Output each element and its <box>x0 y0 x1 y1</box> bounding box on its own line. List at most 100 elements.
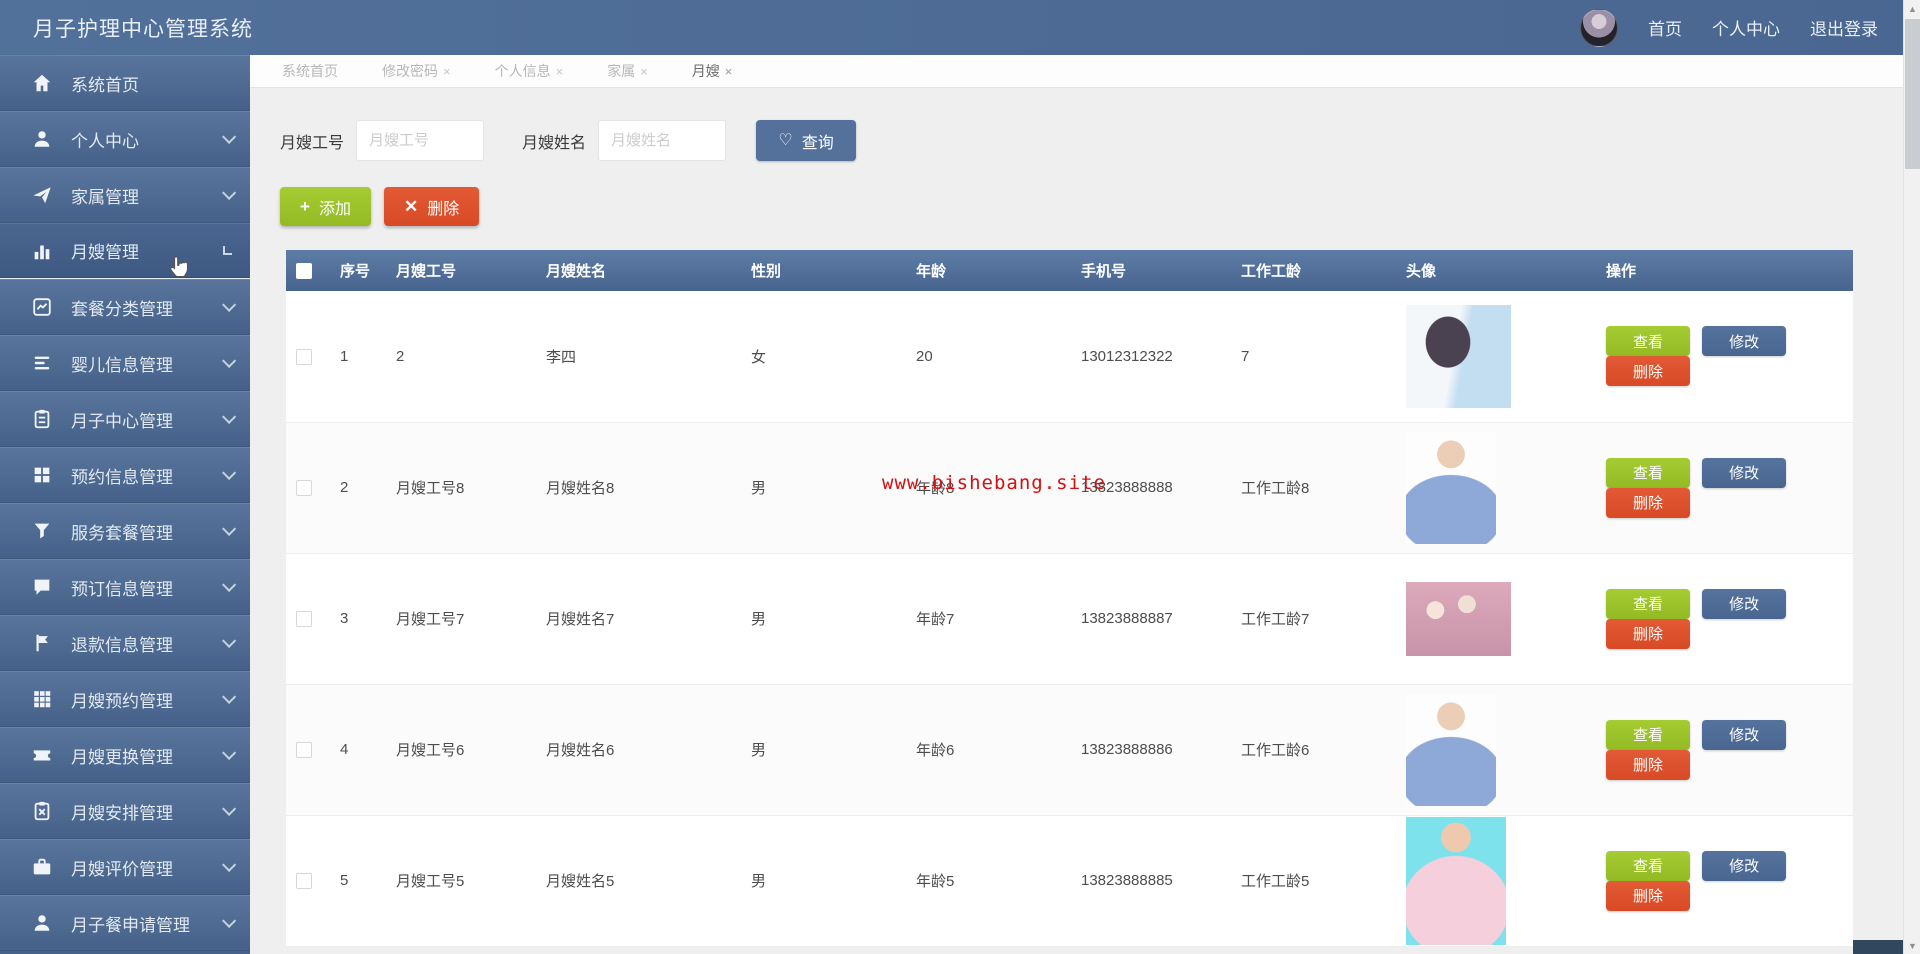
scroll-up-icon[interactable]: ▲ <box>1904 0 1920 17</box>
sidebar-item-personal-center[interactable]: 个人中心 <box>0 111 250 167</box>
view-button[interactable]: 查看 <box>1606 719 1690 750</box>
row-delete-button[interactable]: 删除 <box>1606 618 1690 649</box>
col-index: 序号 <box>340 263 371 280</box>
view-button[interactable]: 查看 <box>1606 457 1690 488</box>
table-row: 5 月嫂工号5 月嫂姓名5 男 年龄5 13823888885 工作工龄5 查看… <box>286 815 1853 946</box>
row-delete-button[interactable]: 删除 <box>1606 487 1690 518</box>
sidebar-item-label: 月嫂评价管理 <box>71 859 173 879</box>
search-workid-input[interactable] <box>356 120 485 161</box>
edit-button[interactable]: 修改 <box>1702 850 1787 881</box>
tab-label: 月嫂 <box>691 63 720 79</box>
edit-button[interactable]: 修改 <box>1702 457 1787 488</box>
trend-chart-icon <box>30 295 54 319</box>
tab-change-password[interactable]: 修改密码 × <box>382 61 451 81</box>
sidebar-item-appointment-info[interactable]: 预约信息管理 <box>0 447 250 503</box>
nav-logout-link[interactable]: 退出登录 <box>1810 20 1878 39</box>
cell-years: 工作工龄5 <box>1241 873 1310 890</box>
delete-button[interactable]: ✕ 删除 <box>383 187 480 226</box>
sidebar-item-infant-info[interactable]: 婴儿信息管理 <box>0 335 250 391</box>
sidebar-item-center-mgmt[interactable]: 月子中心管理 <box>0 391 250 447</box>
avatar-photo <box>1406 581 1511 656</box>
row-delete-button[interactable]: 删除 <box>1606 356 1690 387</box>
tab-yuesao[interactable]: 月嫂 × <box>692 61 733 81</box>
view-button[interactable]: 查看 <box>1606 850 1690 881</box>
cell-age: 年龄7 <box>916 611 955 628</box>
edit-button[interactable]: 修改 <box>1702 588 1787 619</box>
row-delete-button[interactable]: 删除 <box>1606 880 1690 911</box>
sidebar-item-booking-info[interactable]: 预订信息管理 <box>0 559 250 615</box>
select-all-checkbox[interactable] <box>296 263 312 280</box>
row-checkbox[interactable] <box>296 611 312 628</box>
user-avatar[interactable] <box>1580 8 1618 47</box>
sidebar-item-system-home[interactable]: 系统首页 <box>0 55 250 111</box>
query-button[interactable]: ♡ 查询 <box>756 120 857 161</box>
bar-chart-icon <box>30 239 54 263</box>
row-delete-button[interactable]: 删除 <box>1606 749 1690 780</box>
col-age: 年龄 <box>916 263 947 280</box>
col-avatar: 头像 <box>1406 263 1437 280</box>
tab-close-icon[interactable]: × <box>555 63 564 79</box>
sidebar-item-label: 家属管理 <box>71 187 139 207</box>
chevron-down-icon <box>222 353 237 368</box>
view-button[interactable]: 查看 <box>1606 326 1690 357</box>
sidebar-item-label: 月嫂预约管理 <box>71 691 173 711</box>
chevron-down-icon <box>222 801 237 816</box>
main-content: 系统首页 修改密码 × 个人信息 × 家属 × 月嫂 × 月嫂工号 月嫂姓名 ♡… <box>250 55 1903 954</box>
scroll-down-icon[interactable]: ▼ <box>1904 937 1920 954</box>
sidebar-item-family-mgmt[interactable]: 家属管理 <box>0 167 250 223</box>
sidebar-item-yuesao-mgmt[interactable]: 月嫂管理 <box>0 223 250 279</box>
sidebar-item-meal-application[interactable]: 月子餐申请管理 <box>0 895 250 951</box>
tab-close-icon[interactable]: × <box>640 63 648 79</box>
tab-personal-info[interactable]: 个人信息 × <box>495 61 564 81</box>
sidebar-item-refund-info[interactable]: 退款信息管理 <box>0 615 250 671</box>
row-checkbox[interactable] <box>296 742 312 759</box>
person-icon <box>30 911 54 935</box>
tab-label: 个人信息 <box>494 63 551 79</box>
cell-index: 1 <box>340 347 349 365</box>
sidebar: 系统首页 个人中心 家属管理 月嫂管理 套餐分类管理 婴儿信息管理 月子中 <box>0 55 250 954</box>
search-name-input[interactable] <box>598 120 727 161</box>
edit-button[interactable]: 修改 <box>1702 719 1787 750</box>
cell-name: 月嫂姓名5 <box>546 873 615 890</box>
cell-gender: 女 <box>751 348 767 366</box>
nav-profile-link[interactable]: 个人中心 <box>1712 20 1780 39</box>
cell-age: 年龄8 <box>916 480 955 497</box>
avatar-photo <box>1406 816 1506 945</box>
col-years: 工作工龄 <box>1241 263 1302 280</box>
row-checkbox[interactable] <box>296 480 312 497</box>
sidebar-item-yuesao-schedule[interactable]: 月嫂安排管理 <box>0 783 250 839</box>
cell-phone: 13823888886 <box>1081 741 1173 758</box>
toolbar: + 添加 ✕ 删除 <box>280 187 1903 226</box>
cell-work-id: 月嫂工号8 <box>396 480 465 497</box>
tab-system-home[interactable]: 系统首页 <box>282 61 338 81</box>
view-button[interactable]: 查看 <box>1606 588 1690 619</box>
cell-index: 2 <box>340 479 349 496</box>
cell-gender: 男 <box>751 611 767 628</box>
cell-age: 年龄6 <box>916 742 955 759</box>
scrollbar-thumb[interactable] <box>1905 19 1920 169</box>
sidebar-item-service-package[interactable]: 服务套餐管理 <box>0 503 250 559</box>
cell-index: 4 <box>340 741 349 758</box>
cell-phone: 13012312322 <box>1081 347 1173 365</box>
sidebar-item-yuesao-appointment[interactable]: 月嫂预约管理 <box>0 671 250 727</box>
cell-name: 月嫂姓名6 <box>546 742 615 759</box>
nav-home-link[interactable]: 首页 <box>1648 20 1682 39</box>
row-checkbox[interactable] <box>296 873 312 890</box>
cell-work-id: 月嫂工号7 <box>396 611 465 628</box>
edit-button[interactable]: 修改 <box>1702 326 1787 357</box>
col-name: 月嫂姓名 <box>546 263 607 280</box>
add-button[interactable]: + 添加 <box>280 187 371 226</box>
sidebar-item-label: 服务套餐管理 <box>71 523 173 543</box>
tab-close-icon[interactable]: × <box>724 63 733 79</box>
plus-icon: + <box>300 197 310 216</box>
col-actions: 操作 <box>1606 263 1637 280</box>
tab-close-icon[interactable]: × <box>443 63 451 79</box>
cell-phone: 13823888885 <box>1081 872 1173 889</box>
sidebar-item-yuesao-review[interactable]: 月嫂评价管理 <box>0 839 250 895</box>
vertical-scrollbar[interactable]: ▲ ▼ <box>1903 0 1920 954</box>
sidebar-item-yuesao-replace[interactable]: 月嫂更换管理 <box>0 727 250 783</box>
tab-family[interactable]: 家属 × <box>607 61 648 81</box>
sidebar-item-package-category[interactable]: 套餐分类管理 <box>0 279 250 335</box>
row-checkbox[interactable] <box>296 348 312 365</box>
sidebar-item-label: 套餐分类管理 <box>71 299 173 319</box>
